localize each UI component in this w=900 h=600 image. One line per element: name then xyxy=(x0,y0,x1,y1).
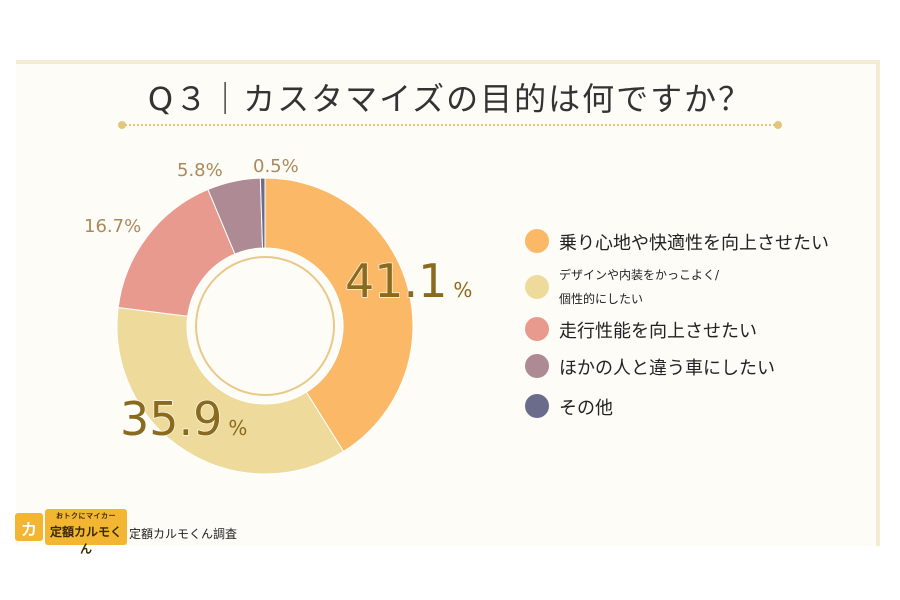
legend-swatch xyxy=(525,275,549,299)
donut-slice xyxy=(259,177,266,249)
legend-label: その他 xyxy=(559,398,613,419)
legend-label: ほかの人と違う車にしたい xyxy=(559,358,775,379)
legend-label: 走行性能を向上させたい xyxy=(559,321,757,342)
legend-swatch xyxy=(525,394,549,418)
slice-value-unit: % xyxy=(453,278,472,302)
slice-value-unit: % xyxy=(228,416,247,440)
donut-slice xyxy=(116,306,345,475)
brand-mark-text: カ xyxy=(21,520,38,539)
legend-swatch xyxy=(525,317,549,341)
slice-value-label: 0.5% xyxy=(253,156,299,177)
slice-value-label: 16.7% xyxy=(84,216,141,237)
slice-value-label: 35.9 xyxy=(120,392,222,446)
brand-mark: カ xyxy=(15,513,43,541)
title-underline-dot-right xyxy=(774,121,782,129)
inner-ring xyxy=(195,256,335,396)
legend-swatch xyxy=(525,229,549,253)
slice-value-label: 41.1 xyxy=(345,254,447,308)
slice-value-label: 5.8% xyxy=(177,160,223,181)
title-underline-dot-left xyxy=(118,121,126,129)
legend-label: 乗り心地や快適性を向上させたい xyxy=(559,233,829,254)
brand-logo: カ おトクにマイカー 定額カルモくん xyxy=(15,509,127,556)
brand-name: 定額カルモくん xyxy=(49,525,122,556)
brand-badge: おトクにマイカー 定額カルモくん xyxy=(45,509,127,556)
donut-slice xyxy=(264,177,414,453)
legend-label: デザインや内装をかっこよく/ xyxy=(559,268,720,282)
legend-label: 個性的にしたい xyxy=(559,292,644,306)
legend-swatch xyxy=(525,354,549,378)
chart-title: Q３｜カスタマイズの目的は何ですか？ xyxy=(147,80,753,118)
brand-tagline: おトクにマイカー xyxy=(56,512,116,520)
title-underline xyxy=(122,124,778,126)
source-note: 定額カルモくん調査 xyxy=(129,527,238,541)
